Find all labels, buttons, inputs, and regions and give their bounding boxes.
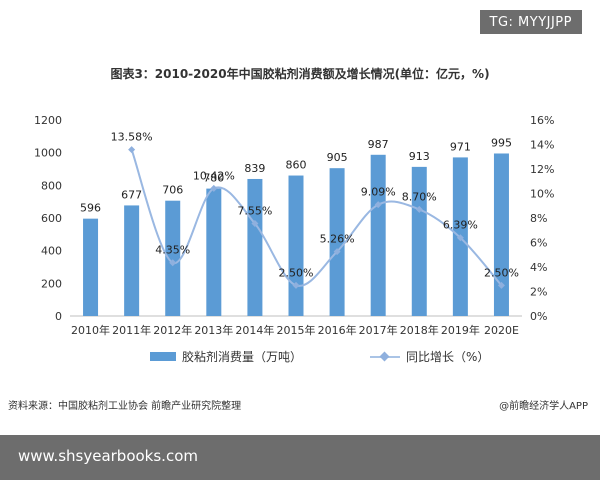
y-right-tick-label: 10%: [530, 188, 554, 201]
bar-value-label: 839: [244, 162, 265, 175]
bar-value-label: 860: [286, 159, 307, 172]
growth-value-label: 2.50%: [484, 266, 519, 279]
growth-value-label: 9.09%: [361, 186, 396, 199]
growth-marker: [251, 220, 259, 228]
y-right-tick-label: 14%: [530, 139, 554, 152]
bar-value-label: 780: [203, 172, 224, 185]
x-tick-label: 2016年: [318, 323, 357, 337]
growth-value-label: 4.35%: [155, 244, 190, 257]
bar-value-label: 596: [80, 202, 101, 215]
growth-marker: [292, 281, 300, 289]
source-note: 资料来源：中国胶粘剂工业协会 前瞻产业研究院整理: [8, 401, 242, 412]
chart-canvas: 0 200 400 600 800 1000 1200 0% 2% 4% 6% 8% 10% 12% 14%…: [34, 114, 554, 337]
growth-marker: [415, 205, 423, 213]
legend-line-label: 同比增长（%）: [406, 350, 490, 364]
bar: [124, 205, 140, 316]
y-left-tick-label: 1200: [34, 114, 62, 127]
bar-value-label: 677: [121, 188, 142, 201]
footer-url-bar: www.shsyearbooks.com: [0, 435, 600, 480]
footer-url: www.shsyearbooks.com: [18, 447, 198, 465]
x-tick-label: 2010年: [71, 323, 110, 337]
x-tick-label: 2013年: [194, 323, 233, 337]
y-right-tick-label: 16%: [530, 114, 554, 127]
bar: [370, 154, 386, 316]
x-tick-label: 2020E: [484, 324, 519, 337]
bar: [288, 175, 304, 316]
bar: [83, 218, 99, 316]
growth-marker: [333, 248, 341, 256]
x-tick-label: 2017年: [359, 323, 398, 337]
bar: [165, 200, 181, 316]
y-left-tick-label: 400: [41, 245, 62, 258]
y-left-tick-label: 600: [41, 212, 62, 225]
y-right-tick-label: 8%: [530, 212, 547, 225]
growth-marker: [169, 259, 177, 267]
y-right-tick-label: 0%: [530, 310, 547, 323]
bar-value-label: 905: [327, 151, 348, 164]
x-tick-label: 2018年: [400, 323, 439, 337]
y-right-tick-label: 2%: [530, 286, 547, 299]
bar-value-label: 913: [409, 150, 430, 163]
bar: [493, 153, 509, 316]
y-left-tick-label: 800: [41, 179, 62, 192]
growth-value-label: 2.50%: [279, 266, 314, 279]
y-right-tick-label: 4%: [530, 261, 547, 274]
growth-value-label: 10.42%: [193, 169, 235, 182]
growth-marker: [210, 184, 218, 192]
legend-line-swatch: [370, 351, 401, 362]
x-tick-label: 2015年: [277, 323, 316, 337]
growth-value-label: 6.39%: [443, 219, 478, 232]
y-left-tick-label: 0: [55, 310, 62, 323]
legend-bar-label: 胶粘剂消费量（万吨）: [182, 350, 303, 364]
bar-value-label: 971: [450, 140, 471, 153]
growth-value-label: 8.70%: [402, 190, 437, 203]
y-right-tick-label: 12%: [530, 163, 554, 176]
growth-marker: [374, 201, 382, 209]
x-tick-label: 2014年: [235, 323, 274, 337]
growth-value-label: 13.58%: [111, 131, 153, 144]
y-right-tick-label: 6%: [530, 237, 547, 250]
watermark-badge: TG: MYYJJPP: [479, 10, 582, 34]
legend-bar-swatch: [150, 352, 176, 361]
growth-marker: [497, 281, 505, 289]
x-tick-label: 2011年: [112, 323, 151, 337]
bar: [206, 188, 222, 316]
bar-value-label: 706: [162, 184, 183, 197]
bar: [247, 178, 263, 316]
growth-value-label: 7.55%: [237, 205, 272, 218]
y-left-tick-label: 1000: [34, 147, 62, 160]
chart-title: 图表3：2010-2020年中国胶粘剂消费额及增长情况(单位：亿元，%): [110, 67, 490, 81]
x-tick-label: 2012年: [153, 323, 192, 337]
y-left-tick-label: 200: [41, 277, 62, 290]
growth-value-label: 5.26%: [320, 233, 355, 246]
growth-marker: [128, 146, 136, 154]
bar: [329, 168, 345, 316]
bar-value-label: 995: [491, 136, 512, 149]
bar: [411, 166, 427, 316]
growth-marker: [456, 234, 464, 242]
bar-value-label: 987: [368, 138, 389, 151]
chart-legend: 胶粘剂消费量（万吨） 同比增长（%）: [150, 348, 489, 365]
credit-note: @前瞻经济学人APP: [499, 401, 588, 412]
x-tick-label: 2019年: [441, 323, 480, 337]
